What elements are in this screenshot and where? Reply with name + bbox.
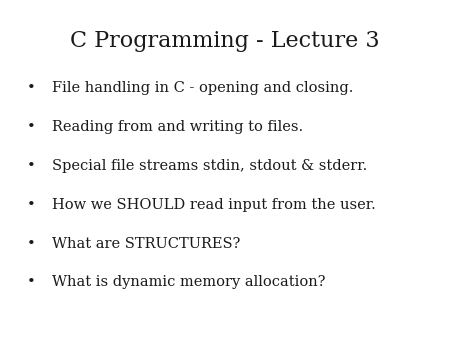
Text: •: • bbox=[27, 275, 36, 289]
Text: Special file streams stdin, stdout & stderr.: Special file streams stdin, stdout & std… bbox=[52, 159, 367, 173]
Text: •: • bbox=[27, 81, 36, 95]
Text: How we SHOULD read input from the user.: How we SHOULD read input from the user. bbox=[52, 198, 375, 212]
Text: •: • bbox=[27, 198, 36, 212]
Text: What are STRUCTURES?: What are STRUCTURES? bbox=[52, 237, 240, 250]
Text: •: • bbox=[27, 120, 36, 134]
Text: Reading from and writing to files.: Reading from and writing to files. bbox=[52, 120, 303, 134]
Text: C Programming - Lecture 3: C Programming - Lecture 3 bbox=[70, 30, 380, 52]
Text: What is dynamic memory allocation?: What is dynamic memory allocation? bbox=[52, 275, 325, 289]
Text: File handling in C - opening and closing.: File handling in C - opening and closing… bbox=[52, 81, 353, 95]
Text: •: • bbox=[27, 159, 36, 173]
Text: •: • bbox=[27, 237, 36, 250]
